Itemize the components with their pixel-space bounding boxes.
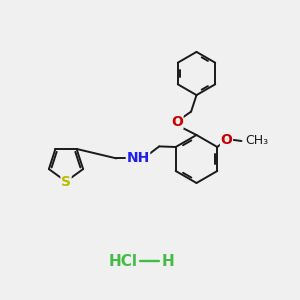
Text: NH: NH bbox=[126, 152, 150, 165]
Text: S: S bbox=[61, 175, 71, 188]
Text: HCl: HCl bbox=[109, 254, 138, 268]
Text: O: O bbox=[171, 115, 183, 128]
Text: O: O bbox=[220, 133, 232, 146]
Text: H: H bbox=[162, 254, 175, 268]
Text: CH₃: CH₃ bbox=[245, 134, 268, 148]
